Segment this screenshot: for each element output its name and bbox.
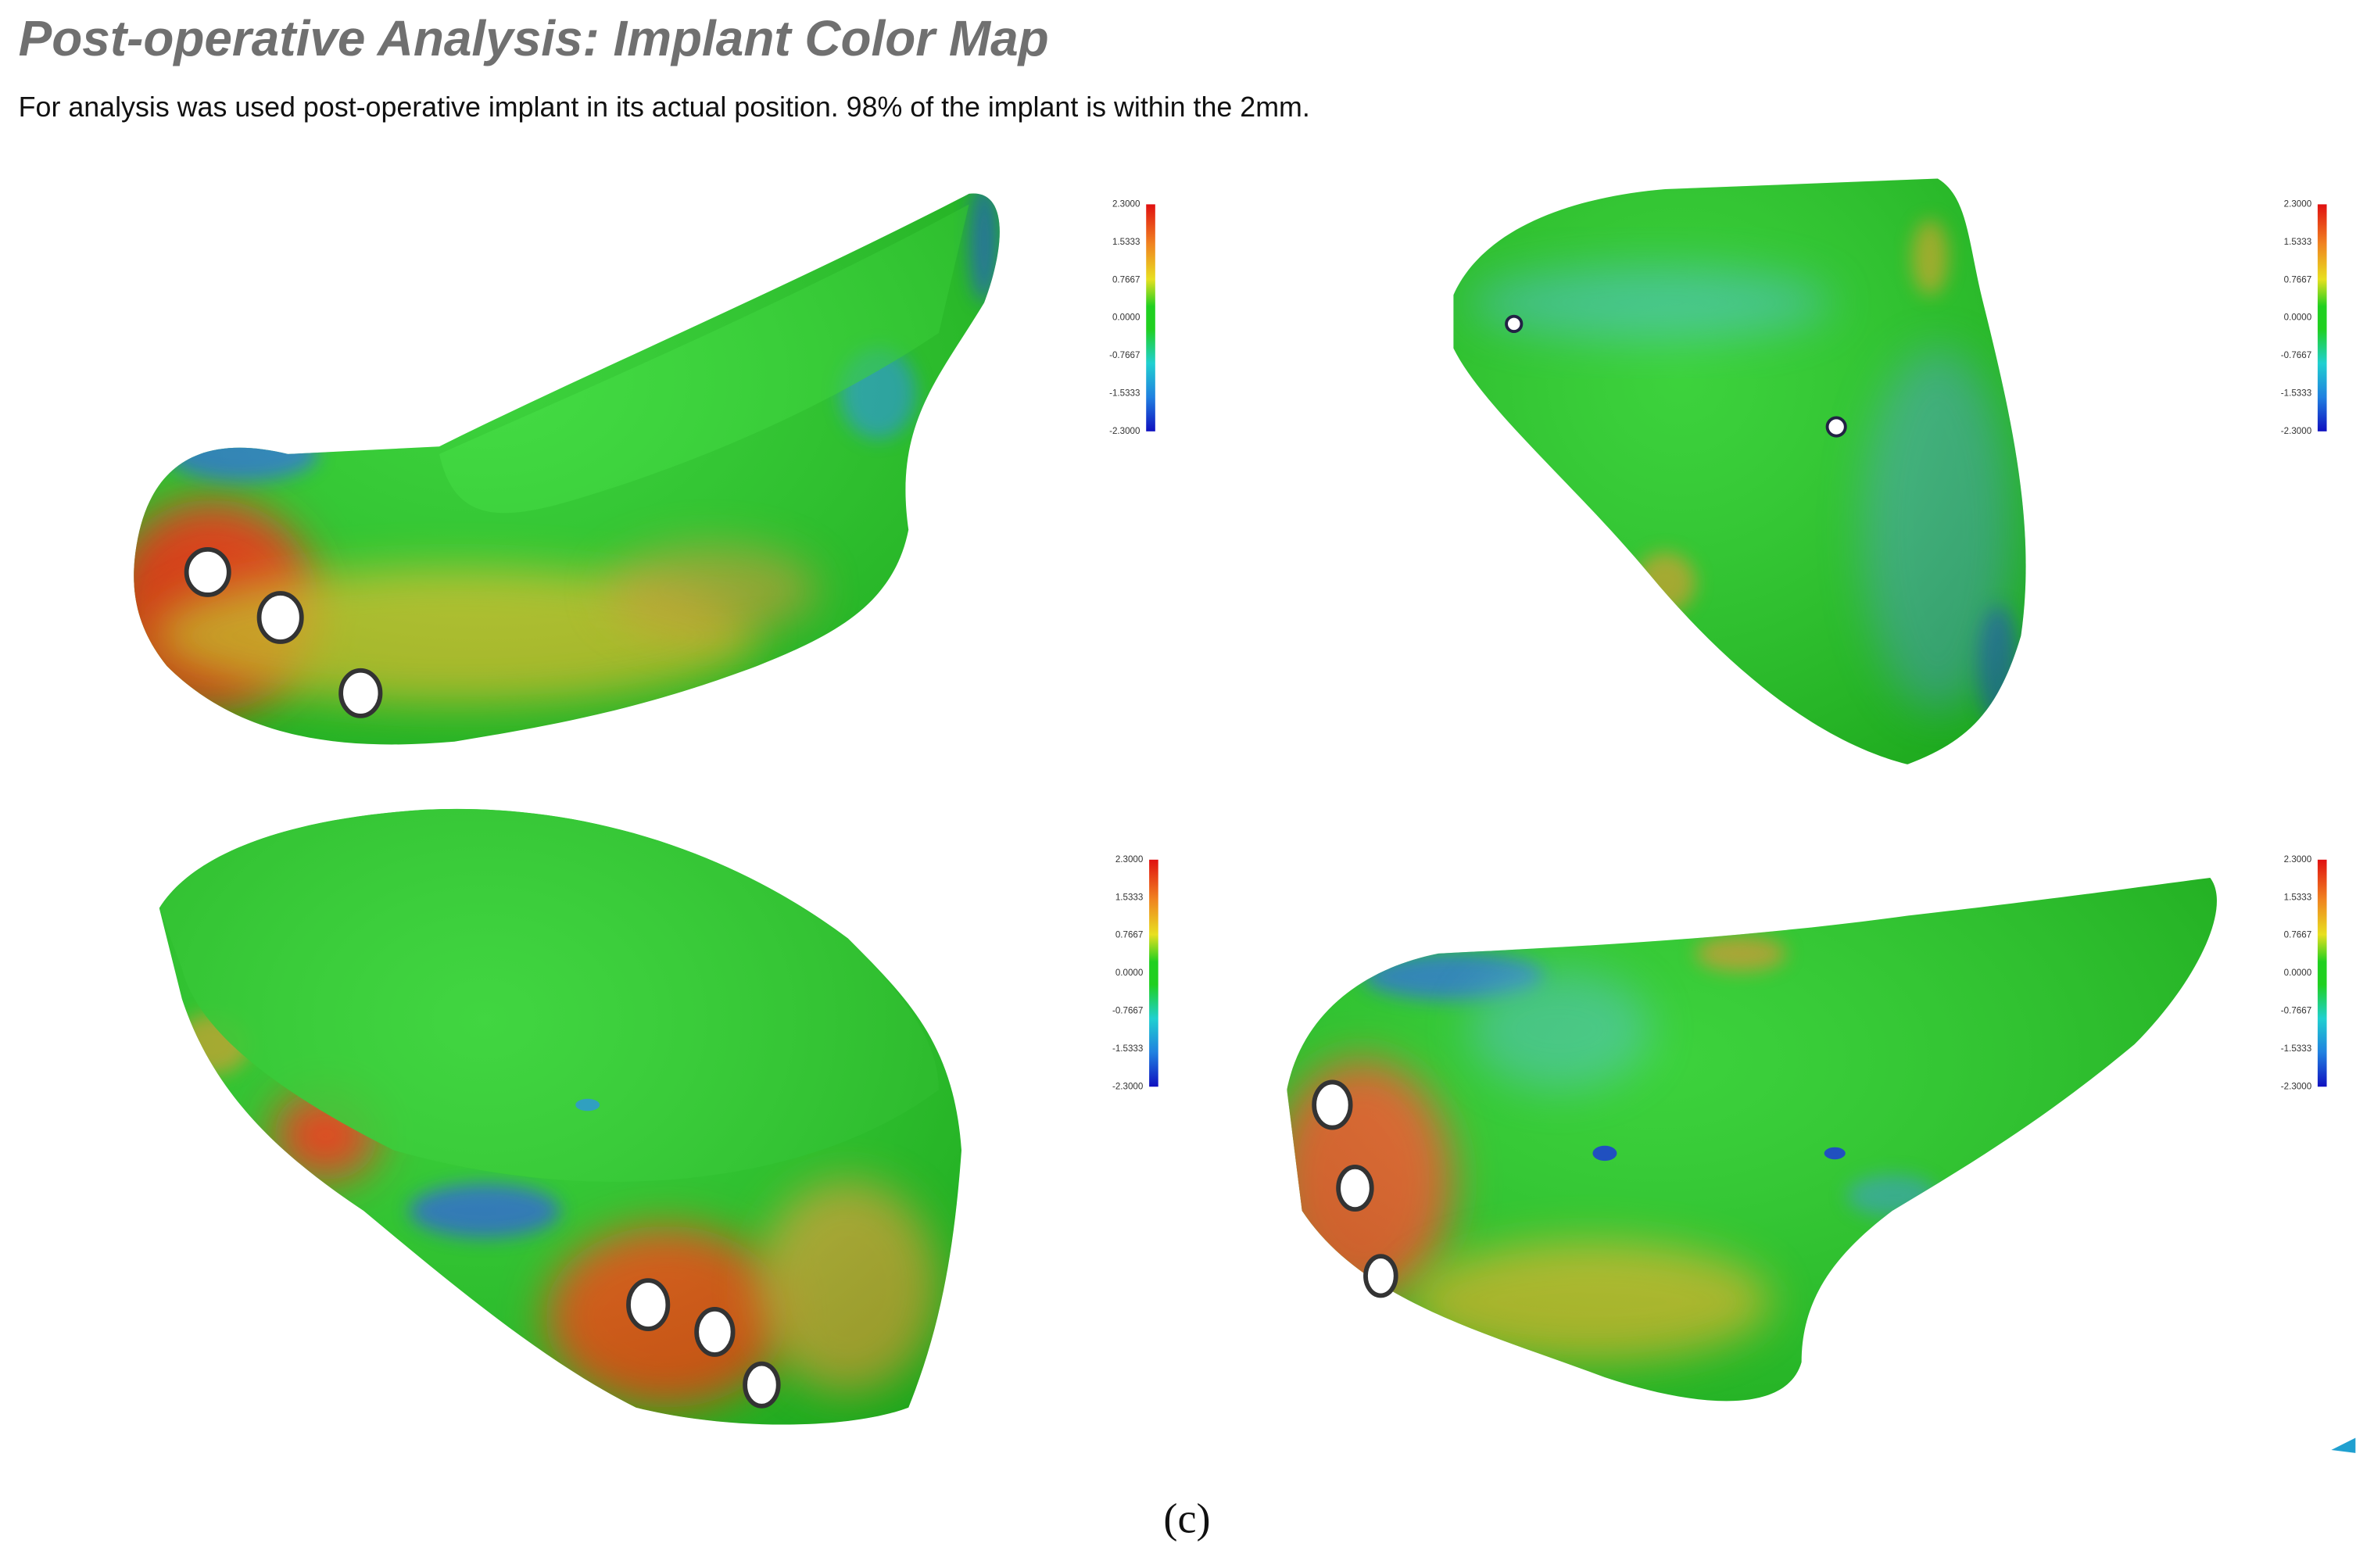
scale-label: 0.7667 bbox=[2284, 930, 2312, 940]
color-scale: 2.3000 1.5333 0.7667 0.0000 -0.7667 -1.5333 -2… bbox=[1112, 854, 1158, 1091]
scale-label: -1.5333 bbox=[1109, 388, 1140, 398]
subtitle: For analysis was used post-operative imp… bbox=[19, 91, 1310, 123]
scale-label: -1.5333 bbox=[1112, 1044, 1143, 1054]
holes bbox=[575, 1098, 781, 1409]
scale-label: 2.3000 bbox=[2284, 199, 2312, 209]
color-scale: 2.3000 1.5333 0.7667 0.0000 -0.7667 -1.5333 -2… bbox=[2281, 199, 2327, 436]
color-bar bbox=[2317, 859, 2327, 1087]
scale-label: 1.5333 bbox=[1112, 237, 1140, 247]
color-bar bbox=[1146, 204, 1155, 431]
caption: (c) bbox=[1163, 1495, 1210, 1541]
color-scale: 2.3000 1.5333 0.7667 0.0000 -0.7667 -1.5333 -2… bbox=[2281, 854, 2327, 1091]
scale-label: -1.5333 bbox=[2281, 388, 2311, 398]
title: Post-operative Analysis: Implant Color M… bbox=[19, 10, 1049, 66]
implant-view bbox=[134, 193, 1000, 745]
scale-label: -0.7667 bbox=[1112, 1006, 1143, 1016]
implant-view bbox=[1287, 878, 2217, 1402]
scale-label: -2.3000 bbox=[1112, 1081, 1143, 1091]
scale-label: -0.7667 bbox=[1109, 350, 1140, 360]
scale-label: 0.7667 bbox=[1112, 274, 1140, 285]
color-scales: 2.3000 1.5333 0.7667 0.0000 -0.7667 -1.5333 -2… bbox=[1109, 199, 2327, 1091]
scale-label: 0.0000 bbox=[1115, 968, 1144, 978]
scale-label: -1.5333 bbox=[2281, 1044, 2311, 1054]
scale-label: 0.0000 bbox=[2284, 968, 2312, 978]
implant-view bbox=[1453, 178, 2026, 764]
scale-label: 0.0000 bbox=[2284, 313, 2312, 323]
scale-label: 2.3000 bbox=[1115, 854, 1144, 865]
scale-label: -2.3000 bbox=[2281, 1081, 2311, 1091]
scale-label: 1.5333 bbox=[2284, 237, 2312, 247]
color-bar bbox=[1149, 859, 1158, 1087]
holes bbox=[1312, 1079, 1846, 1298]
color-scale: 2.3000 1.5333 0.7667 0.0000 -0.7667 -1.5333 -2… bbox=[1109, 199, 1155, 436]
scale-label: 0.0000 bbox=[1112, 313, 1140, 323]
marker bbox=[2331, 1437, 2356, 1453]
scale-label: 0.7667 bbox=[1115, 930, 1144, 940]
scale-label: -0.7667 bbox=[2281, 1006, 2311, 1016]
color-bar bbox=[2317, 204, 2327, 431]
holes bbox=[1505, 314, 1847, 438]
scale-label: 2.3000 bbox=[1112, 199, 1140, 209]
scale-label: 1.5333 bbox=[1115, 892, 1144, 902]
scale-label: -2.3000 bbox=[2281, 426, 2311, 436]
implant-view bbox=[159, 808, 961, 1425]
scale-label: 0.7667 bbox=[2284, 274, 2312, 285]
holes bbox=[184, 546, 383, 718]
scale-label: 1.5333 bbox=[2284, 892, 2312, 902]
scale-label: -2.3000 bbox=[1109, 426, 1140, 436]
scale-label: 2.3000 bbox=[2284, 854, 2312, 865]
scale-label: -0.7667 bbox=[2281, 350, 2311, 360]
